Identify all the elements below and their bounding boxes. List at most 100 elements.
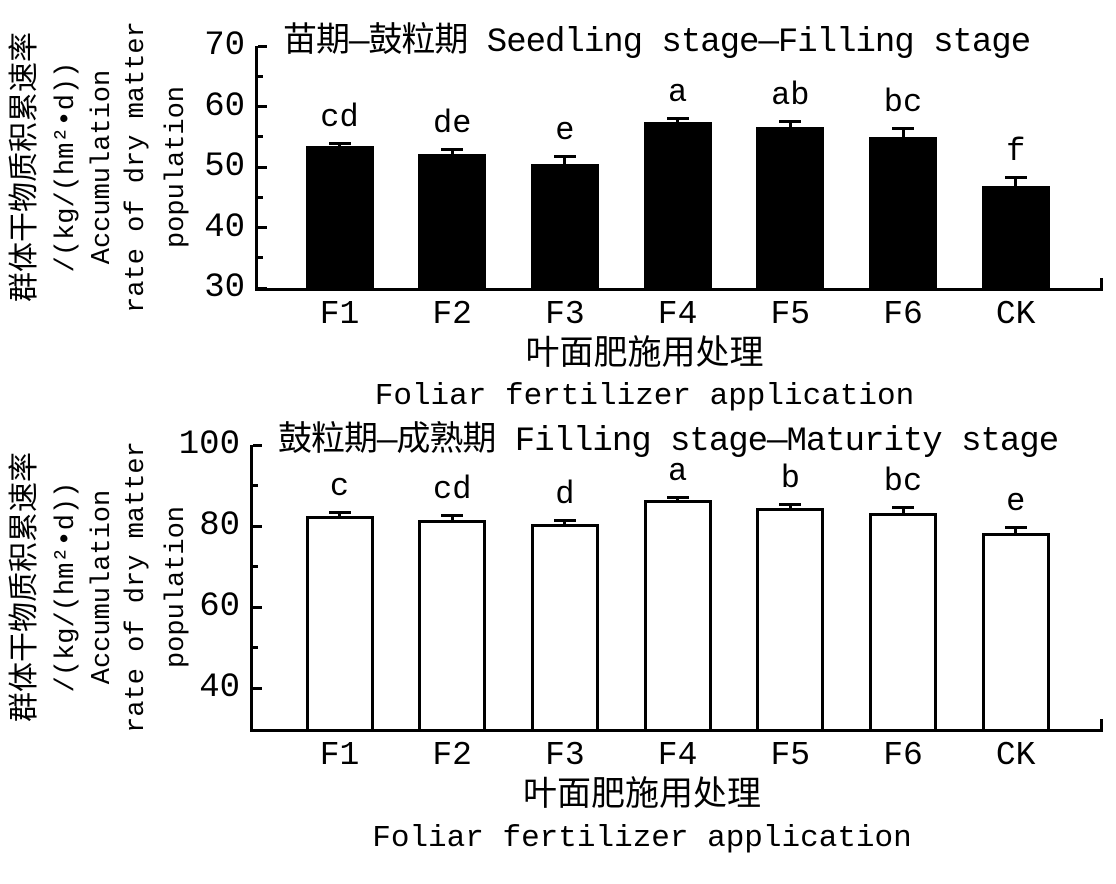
y-minor-tick (253, 646, 258, 650)
plot-area-top: 30 40 50 60 70 cd F1 de F2 e F3 a F4 ab F5 bc F6 f CK (204, 27, 1103, 333)
plot-area-bottom: 40 60 80 100 c F1 cd F2 d F3 a F4 b F5 bc F6 e CK (179, 426, 1103, 774)
error-bar-cap (892, 126, 914, 130)
chart-title-top: 苗期—鼓粒期 Seedling stage—Filling stage (283, 24, 1031, 62)
y-major-tick (258, 286, 267, 290)
y-major-tick (258, 226, 267, 229)
sig-letter: bc (883, 462, 923, 500)
error-bar-stem (1014, 526, 1018, 534)
x-category-label: F5 (770, 737, 811, 774)
error-bar-stem (338, 511, 341, 516)
error-bar-cap (1004, 525, 1027, 529)
y-axis-label-line-en1-bottom: Accumulation (88, 489, 118, 685)
bar-F2 (418, 153, 487, 288)
y-axis-label-line-zh-bottom: 群体干物质积累速率 (10, 452, 44, 722)
y-tick-label: 40 (199, 669, 240, 708)
x-category-label: F4 (657, 737, 698, 774)
sig-letter: cd (320, 98, 359, 136)
x-axis-end-tick (1100, 719, 1103, 729)
error-bar-cap (441, 514, 464, 518)
error-bar-stem (450, 149, 454, 154)
error-bar-stem (788, 121, 792, 128)
bar-F1 (305, 146, 374, 288)
bar-F4 (643, 499, 712, 729)
error-bar-cap (779, 502, 802, 506)
y-minor-tick (258, 74, 263, 78)
error-bar-cap (1004, 175, 1027, 179)
x-category-label: F2 (432, 296, 472, 333)
y-minor-tick (258, 195, 263, 199)
x-axis-label-en-bottom: Foliar fertilizer application (372, 821, 912, 856)
x-axis-label-zh-bottom: 叶面肥施用处理 (523, 778, 761, 816)
y-minor-tick (258, 256, 263, 260)
y-minor-tick (253, 484, 258, 488)
sig-letter: cd (432, 471, 472, 509)
x-category-label: F1 (319, 737, 360, 774)
x-category-label: F4 (657, 296, 698, 333)
y-major-tick (258, 105, 267, 108)
y-axis-label-line-en2-top: rate of dry matter (122, 21, 152, 313)
x-category-label: F5 (770, 296, 811, 333)
y-tick-label: 40 (204, 208, 245, 247)
y-major-tick (258, 165, 267, 169)
error-bar-cap (328, 510, 351, 514)
error-bar-stem (563, 156, 567, 164)
x-category-label: F6 (883, 296, 923, 333)
y-tick-label: 50 (204, 148, 245, 186)
error-bar-cap (553, 155, 576, 159)
x-category-label: CK (995, 737, 1036, 774)
y-major-tick (253, 524, 262, 528)
error-bar-stem (788, 503, 792, 508)
error-bar-cap (328, 141, 351, 145)
bar-F6 (869, 136, 937, 288)
y-axis-label-line-unit-top: /(kg/(hm²•d)) (52, 61, 82, 273)
error-bar-cap (441, 148, 464, 152)
sig-letter: d (555, 475, 575, 513)
y-tick-label: 60 (199, 588, 240, 627)
y-minor-tick (258, 135, 263, 139)
chart-title-bottom: 鼓粒期—成熟期 Filling stage—Maturity stage (278, 423, 1059, 461)
y-axis-label-line-unit-bottom: /(kg/(hm²•d)) (52, 481, 82, 693)
sig-letter: b (780, 459, 800, 497)
y-major-tick (253, 443, 262, 447)
y-major-tick (253, 605, 262, 609)
x-category-label: F6 (883, 737, 923, 774)
x-category-label: F2 (432, 737, 472, 774)
y-major-tick (258, 44, 267, 48)
x-axis-end-tick (1100, 278, 1103, 288)
sig-letter: e (1006, 482, 1026, 520)
bar-F3 (530, 524, 599, 729)
y-tick-label: 70 (204, 27, 245, 65)
error-bar-stem (563, 519, 567, 525)
x-category-label: F3 (545, 737, 585, 774)
y-tick-label: 30 (204, 269, 245, 307)
y-tick-label: 60 (204, 87, 245, 126)
y-minor-tick (253, 565, 258, 569)
x-category-label: CK (995, 296, 1036, 333)
sig-letter: bc (883, 83, 923, 121)
bar-F6 (869, 512, 937, 729)
x-category-label: F3 (545, 296, 585, 333)
error-bar-stem (450, 515, 454, 521)
sig-letter: ab (771, 77, 810, 115)
sig-letter: f (1006, 132, 1026, 170)
bar-F2 (418, 520, 487, 729)
sig-letter: c (329, 467, 350, 505)
y-tick-label: 100 (178, 426, 240, 464)
error-bar-stem (901, 506, 905, 513)
bar-F5 (756, 127, 825, 288)
sig-letter: a (667, 453, 688, 491)
error-bar-cap (892, 505, 914, 509)
error-bar-cap (666, 116, 689, 120)
y-major-tick (253, 686, 262, 690)
error-bar-stem (901, 127, 905, 137)
sig-letter: a (667, 73, 688, 111)
bar-F1 (305, 516, 374, 729)
x-category-label: F1 (319, 296, 360, 333)
error-bar-cap (666, 496, 689, 500)
bar-F4 (643, 121, 712, 288)
sig-letter: de (432, 105, 472, 143)
y-tick-label: 80 (199, 507, 240, 546)
sig-letter: e (555, 112, 575, 150)
error-bar-cap (553, 518, 576, 522)
